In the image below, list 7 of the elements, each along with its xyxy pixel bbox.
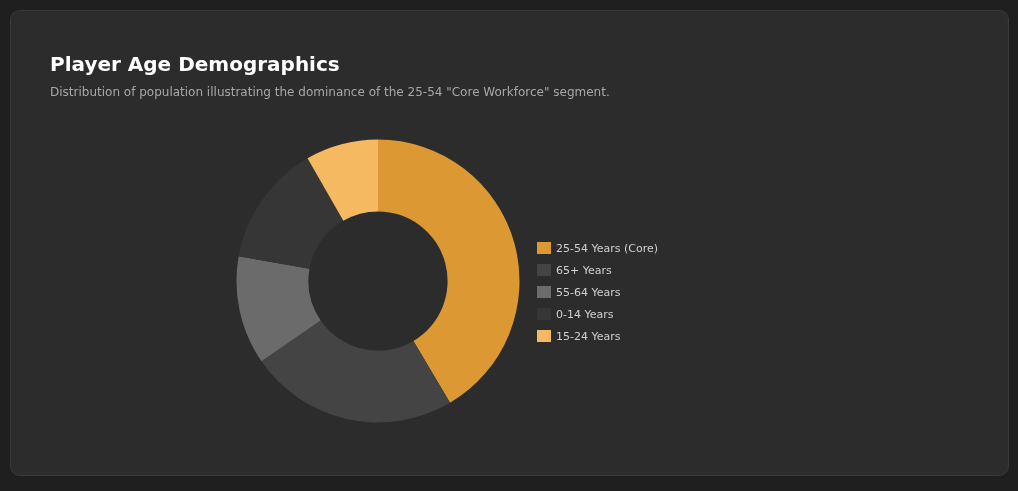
legend-label: 65+ Years xyxy=(556,263,612,277)
chart-title: Player Age Demographics xyxy=(50,52,340,76)
legend-label: 0-14 Years xyxy=(556,307,614,321)
legend-label: 25-54 Years (Core) xyxy=(556,241,659,255)
legend-label: 55-64 Years xyxy=(556,285,621,299)
legend-label: 15-24 Years xyxy=(556,329,621,343)
chart-subtitle: Distribution of population illustrating the dominance of the 25-54 "Core Workforce" segment. xyxy=(50,85,610,99)
